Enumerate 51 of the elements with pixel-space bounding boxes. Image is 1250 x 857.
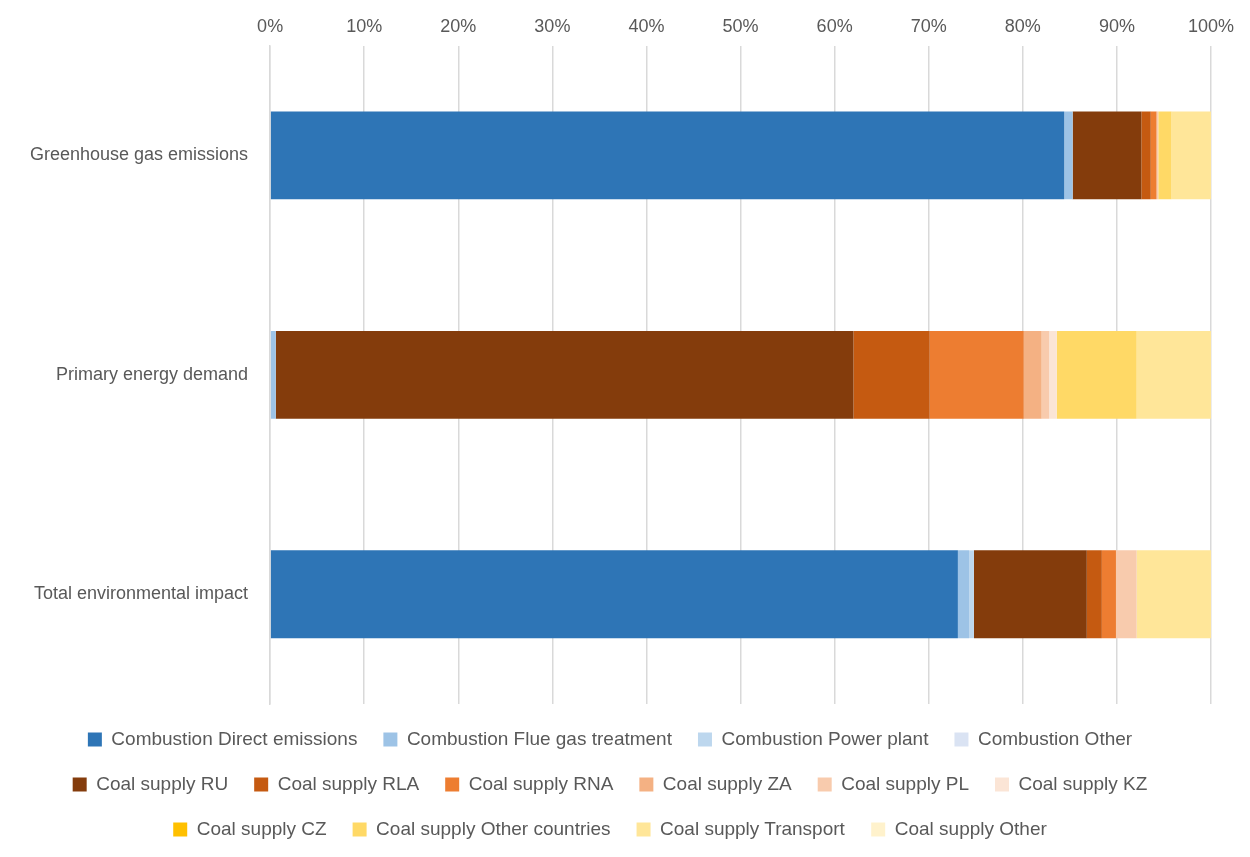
bar (973, 550, 1087, 639)
legend-label: Combustion Other (977, 727, 1133, 749)
legend-label: Coal supply ZA (662, 772, 793, 794)
bar (1136, 550, 1211, 639)
legend-label: Coal supply RNA (468, 772, 614, 794)
legend-label: Combustion Power plant (721, 727, 930, 749)
bar (929, 330, 1024, 419)
bar (1115, 550, 1137, 639)
x-tick-label: 10% (346, 15, 383, 36)
legend-label: Combustion Direct emissions (111, 727, 358, 749)
y-tick-label: Total environmental impact (34, 583, 249, 604)
x-tick-label: 80% (1004, 15, 1041, 36)
bar (270, 330, 276, 419)
legend-label: Combustion Flue gas treatment (406, 727, 673, 749)
x-tick-label: 60% (816, 15, 853, 36)
bar (1158, 111, 1172, 200)
bar (270, 111, 1065, 200)
legend-label: Coal supply Other countries (376, 817, 611, 839)
legend-label: Coal supply CZ (196, 817, 327, 839)
bar (1064, 111, 1073, 200)
legend-label: Coal supply Other (894, 817, 1048, 839)
x-tick-label: 90% (1098, 15, 1135, 36)
x-tick-label: 70% (910, 15, 947, 36)
bar (957, 550, 970, 639)
legend-label: Coal supply PL (841, 772, 969, 794)
x-tick-label: 20% (440, 15, 477, 36)
x-tick-label: 30% (534, 15, 571, 36)
bar (1086, 550, 1102, 639)
bar (1072, 111, 1142, 200)
bar (1023, 330, 1042, 419)
legend-label: Coal supply KZ (1018, 772, 1148, 794)
x-tick-label: 100% (1187, 15, 1234, 36)
x-tick-label: 40% (628, 15, 665, 36)
x-tick-label: 50% (722, 15, 759, 36)
bar (275, 330, 854, 419)
bar (969, 550, 974, 639)
bar (270, 550, 958, 639)
bar (1056, 330, 1137, 419)
legend-label: Coal supply Transport (660, 817, 846, 839)
legend-label: Coal supply RLA (277, 772, 420, 794)
bar (1141, 111, 1151, 200)
y-tick-label: Primary energy demand (56, 363, 249, 384)
bar (1171, 111, 1211, 200)
bar (1041, 330, 1050, 419)
bar (1101, 550, 1116, 639)
y-tick-label: Greenhouse gas emissions (29, 144, 249, 165)
legend-label: Coal supply RU (96, 772, 229, 794)
bar (1049, 330, 1057, 419)
x-tick-label: 0% (257, 15, 284, 36)
bar (1136, 330, 1211, 419)
bar (853, 330, 930, 419)
